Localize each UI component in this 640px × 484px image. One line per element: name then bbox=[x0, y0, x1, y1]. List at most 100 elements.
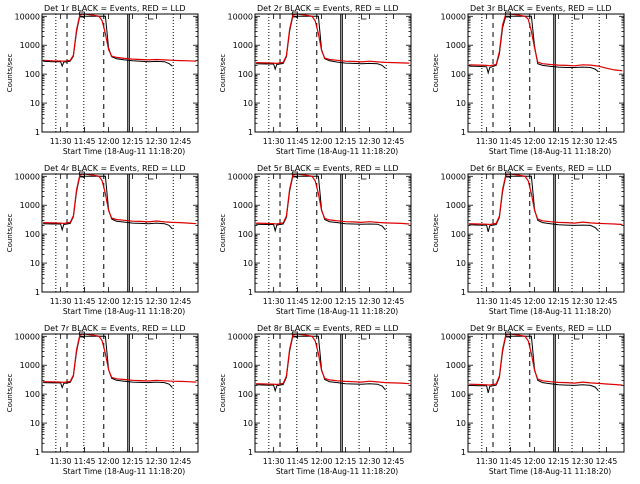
panel-title: Det 4r BLACK = Events, RED = LLD bbox=[44, 164, 186, 173]
x-tick-label: 12:30 bbox=[146, 137, 168, 146]
x-tick-label: 12:00 bbox=[311, 457, 333, 466]
x-tick-label: 12:30 bbox=[146, 457, 168, 466]
series-events bbox=[256, 335, 386, 393]
x-tick-label: 11:45 bbox=[287, 137, 309, 146]
y-tick-label: 1 bbox=[461, 288, 466, 297]
x-tick-label: 11:45 bbox=[500, 297, 522, 306]
y-tick-label: 10 bbox=[456, 259, 466, 268]
series-events bbox=[469, 335, 599, 394]
x-tick-label: 11:45 bbox=[74, 457, 96, 466]
x-tick-label: 12:00 bbox=[98, 297, 120, 306]
x-tick-label: 11:30 bbox=[263, 457, 285, 466]
x-tick-label: 12:15 bbox=[122, 457, 144, 466]
panel-1: 1 10 100 1000 10000 11:30 11:45 12:00 12:15 12:30… bbox=[6, 4, 199, 156]
x-axis-label: Start Time (18-Aug-11 11:18:20) bbox=[276, 467, 398, 476]
x-tick-label: 12:30 bbox=[572, 137, 594, 146]
panel-title: Det 9r BLACK = Events, RED = LLD bbox=[470, 324, 612, 333]
x-tick-label: 12:15 bbox=[335, 297, 357, 306]
x-axis-label: Start Time (18-Aug-11 11:18:20) bbox=[489, 467, 611, 476]
series-lld bbox=[256, 333, 410, 386]
y-tick-label: 1 bbox=[248, 448, 253, 457]
y-tick-label: 1000 bbox=[20, 41, 40, 50]
x-tick-label: 11:30 bbox=[263, 297, 285, 306]
y-tick-label: 1 bbox=[35, 128, 40, 137]
y-tick-label: 10000 bbox=[228, 12, 253, 21]
y-tick-label: 10000 bbox=[441, 172, 466, 181]
x-tick-label: 12:45 bbox=[170, 137, 192, 146]
y-tick-label: 100 bbox=[238, 70, 253, 79]
x-tick-label: 12:30 bbox=[359, 457, 381, 466]
x-tick-label: 12:45 bbox=[383, 457, 405, 466]
y-tick-label: 10000 bbox=[15, 172, 40, 181]
x-tick-label: 12:15 bbox=[335, 137, 357, 146]
plot-frame bbox=[41, 13, 199, 133]
series-lld bbox=[469, 13, 623, 72]
x-tick-label: 12:00 bbox=[98, 137, 120, 146]
y-tick-label: 100 bbox=[25, 70, 40, 79]
plot-frame bbox=[41, 333, 199, 453]
x-tick-label: 12:45 bbox=[170, 297, 192, 306]
y-tick-label: 10 bbox=[456, 99, 466, 108]
x-tick-label: 12:30 bbox=[359, 297, 381, 306]
y-tick-label: 1 bbox=[461, 448, 466, 457]
y-axis-label: Counts/sec bbox=[219, 214, 227, 253]
series-events bbox=[469, 175, 599, 233]
y-tick-label: 100 bbox=[451, 390, 466, 399]
panel-title: Det 3r BLACK = Events, RED = LLD bbox=[470, 4, 612, 13]
x-tick-label: 12:15 bbox=[548, 137, 570, 146]
series-events bbox=[256, 175, 386, 233]
x-tick-label: 11:30 bbox=[263, 137, 285, 146]
y-tick-label: 10000 bbox=[228, 332, 253, 341]
x-tick-label: 12:00 bbox=[98, 457, 120, 466]
y-tick-label: 1000 bbox=[446, 41, 466, 50]
x-tick-label: 12:45 bbox=[170, 457, 192, 466]
plot-frame bbox=[467, 173, 625, 293]
series-lld bbox=[256, 13, 410, 65]
flare-end-marker bbox=[574, 14, 580, 20]
flare-end-marker bbox=[361, 174, 367, 180]
x-tick-label: 12:30 bbox=[146, 297, 168, 306]
flare-end-marker bbox=[148, 174, 154, 180]
y-tick-label: 1 bbox=[248, 128, 253, 137]
series-lld bbox=[43, 333, 197, 384]
x-tick-label: 12:00 bbox=[311, 137, 333, 146]
x-axis-label: Start Time (18-Aug-11 11:18:20) bbox=[63, 467, 185, 476]
x-tick-label: 12:45 bbox=[596, 137, 618, 146]
flare-end-marker bbox=[148, 334, 154, 340]
panel-title: Det 8r BLACK = Events, RED = LLD bbox=[257, 324, 399, 333]
y-tick-label: 1000 bbox=[446, 201, 466, 210]
panel-title: Det 7r BLACK = Events, RED = LLD bbox=[44, 324, 186, 333]
x-tick-label: 12:00 bbox=[524, 297, 546, 306]
y-tick-label: 10000 bbox=[15, 332, 40, 341]
series-events bbox=[469, 15, 599, 75]
x-tick-label: 12:15 bbox=[122, 137, 144, 146]
y-tick-label: 100 bbox=[25, 390, 40, 399]
y-tick-label: 10 bbox=[30, 99, 40, 108]
x-tick-label: 12:45 bbox=[383, 137, 405, 146]
y-tick-label: 1000 bbox=[20, 201, 40, 210]
flare-end-marker bbox=[148, 14, 154, 20]
y-axis-label: Counts/sec bbox=[6, 374, 14, 413]
x-tick-label: 12:15 bbox=[548, 297, 570, 306]
y-tick-label: 1 bbox=[35, 288, 40, 297]
y-tick-label: 10 bbox=[243, 99, 253, 108]
y-tick-label: 10 bbox=[30, 419, 40, 428]
panel-2: 1 10 100 1000 10000 11:30 11:45 12:00 12:15 12:30… bbox=[219, 4, 412, 156]
x-axis-label: Start Time (18-Aug-11 11:18:20) bbox=[63, 147, 185, 156]
x-tick-label: 12:45 bbox=[596, 457, 618, 466]
flare-end-marker bbox=[361, 334, 367, 340]
series-events bbox=[43, 175, 173, 232]
x-tick-label: 12:15 bbox=[122, 297, 144, 306]
x-axis-label: Start Time (18-Aug-11 11:18:20) bbox=[276, 147, 398, 156]
x-axis-label: Start Time (18-Aug-11 11:18:20) bbox=[276, 307, 398, 316]
y-tick-label: 100 bbox=[451, 230, 466, 239]
plot-frame bbox=[254, 333, 412, 453]
series-lld bbox=[43, 173, 197, 225]
y-tick-label: 10000 bbox=[441, 12, 466, 21]
y-tick-label: 1000 bbox=[233, 41, 253, 50]
x-tick-label: 12:45 bbox=[383, 297, 405, 306]
x-tick-label: 11:30 bbox=[50, 137, 72, 146]
y-tick-label: 100 bbox=[238, 390, 253, 399]
